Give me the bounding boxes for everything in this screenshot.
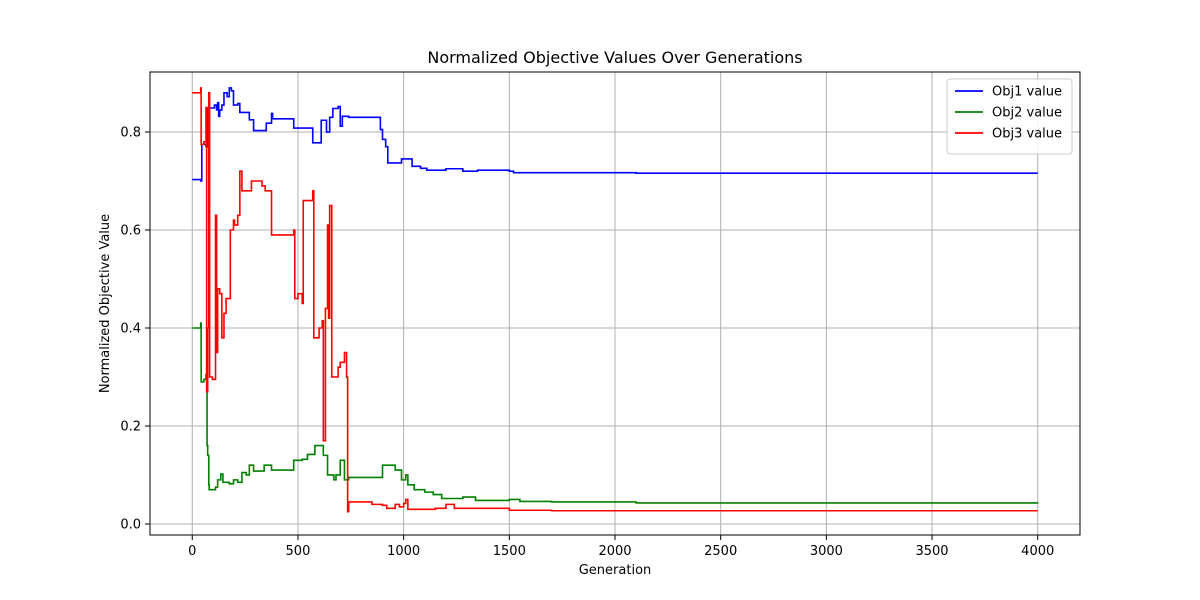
series-line-2 — [192, 322, 1039, 504]
x-tick-label: 2500 — [704, 544, 737, 559]
legend-label-3: Obj3 value — [992, 127, 1062, 142]
y-tick-label: 0.6 — [120, 224, 141, 239]
x-tick-label: 500 — [286, 544, 311, 559]
legend-box — [946, 78, 1073, 155]
chart-title: Normalized Objective Values Over Generat… — [427, 48, 802, 67]
x-tick-label: 0 — [188, 544, 196, 559]
series-line-3 — [192, 87, 1038, 513]
x-tick-label: 1500 — [493, 544, 526, 559]
series-line-1 — [192, 87, 1038, 182]
y-tick-label: 0.8 — [120, 126, 141, 141]
y-axis-label: Normalized Objective Value — [98, 214, 113, 393]
y-tick-label: 0.2 — [120, 419, 141, 434]
y-tick-label: 0.0 — [120, 517, 141, 532]
legend-label-2: Obj2 value — [992, 106, 1062, 121]
y-tick-label: 0.4 — [120, 321, 141, 336]
series-lines — [192, 87, 1039, 513]
x-tick-label: 2000 — [598, 544, 631, 559]
x-tick-label: 4000 — [1021, 544, 1054, 559]
legend: Obj1 value Obj2 value Obj3 value — [946, 78, 1073, 155]
x-tick-label: 3000 — [810, 544, 843, 559]
x-tick-label: 3500 — [915, 544, 948, 559]
legend-label-1: Obj1 value — [992, 85, 1062, 100]
axis-ticks: 0 500 1000 1500 2000 2500 3000 3500 4000 0.0 0.2 0.… — [120, 126, 1054, 559]
x-axis-label: Generation — [579, 563, 652, 578]
x-tick-label: 1000 — [387, 544, 420, 559]
